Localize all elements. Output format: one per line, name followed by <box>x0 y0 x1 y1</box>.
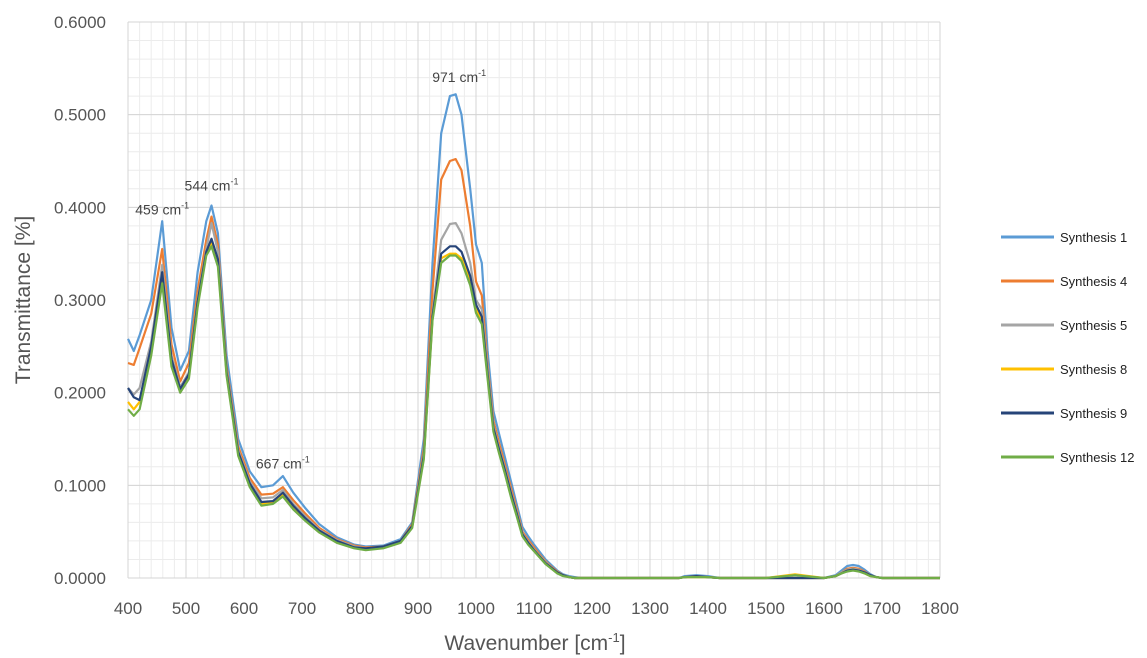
x-tick-label: 800 <box>346 599 374 618</box>
y-tick-label: 0.3000 <box>54 291 106 310</box>
x-tick-label: 600 <box>230 599 258 618</box>
x-axis-ticks: 400 500 600 700 800 900 1000 1100 1200 1300 1400 15… <box>114 599 959 618</box>
x-axis-title: Wavenumber [cm-1] <box>444 630 625 655</box>
major-gridlines <box>128 22 940 578</box>
x-tick-label: 1800 <box>921 599 959 618</box>
x-tick-label: 1600 <box>805 599 843 618</box>
x-tick-label: 400 <box>114 599 142 618</box>
x-axis-title-sup: -1 <box>608 630 620 645</box>
legend-label: Synthesis 5 <box>1060 318 1127 333</box>
x-axis-title-main: Wavenumber [cm <box>444 632 608 655</box>
legend: Synthesis 1 Synthesis 4 Synthesis 5 Synthes… <box>1001 230 1134 465</box>
x-tick-label: 1400 <box>689 599 727 618</box>
peak-label: 667 cm-1 <box>256 455 310 472</box>
legend-label: Synthesis 8 <box>1060 362 1127 377</box>
peak-label: 971 cm-1 <box>432 68 486 85</box>
y-axis-title: Transmittance [%] <box>12 216 35 384</box>
y-axis-ticks: 0.0000 0.1000 0.2000 0.3000 0.4000 0.5000 0.60… <box>54 13 106 588</box>
x-tick-label: 700 <box>288 599 316 618</box>
legend-label: Synthesis 9 <box>1060 406 1127 421</box>
legend-label: Synthesis 4 <box>1060 274 1127 289</box>
y-tick-label: 0.4000 <box>54 198 106 217</box>
peak-label: 459 cm-1 <box>135 201 189 218</box>
legend-label: Synthesis 12 <box>1060 450 1134 465</box>
x-axis-title-end: ] <box>620 632 626 655</box>
y-tick-label: 0.1000 <box>54 476 106 495</box>
x-tick-label: 1700 <box>863 599 901 618</box>
x-tick-label: 1200 <box>573 599 611 618</box>
x-tick-label: 500 <box>172 599 200 618</box>
x-tick-label: 900 <box>404 599 432 618</box>
x-tick-label: 1100 <box>516 599 553 618</box>
legend-label: Synthesis 1 <box>1060 230 1127 245</box>
y-tick-label: 0.6000 <box>54 13 106 32</box>
x-tick-label: 1500 <box>747 599 785 618</box>
x-tick-label: 1000 <box>457 599 495 618</box>
peak-label: 544 cm-1 <box>185 177 239 194</box>
y-tick-label: 0.0000 <box>54 569 106 588</box>
x-tick-label: 1300 <box>631 599 669 618</box>
y-tick-label: 0.5000 <box>54 106 106 125</box>
y-tick-label: 0.2000 <box>54 384 106 403</box>
